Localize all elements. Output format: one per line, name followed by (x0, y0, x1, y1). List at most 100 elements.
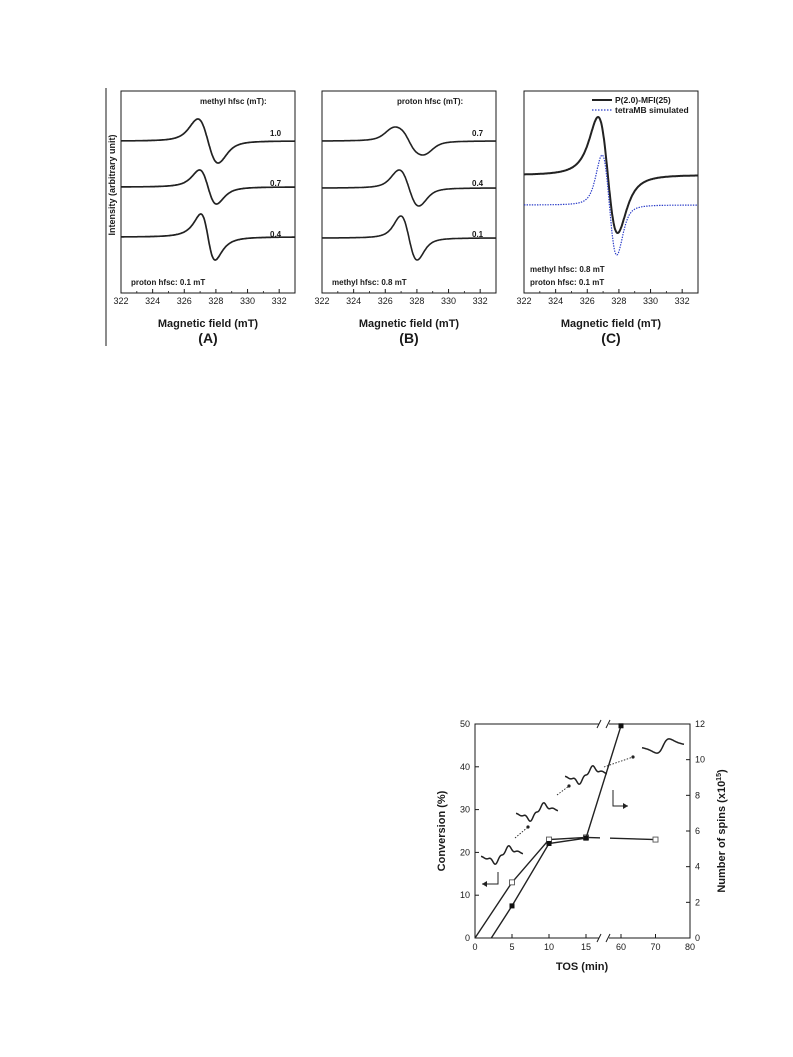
right-axis-arrow (612, 790, 628, 807)
panel-c-x-tick-label-326: 326 (580, 296, 595, 306)
panel-c-tag: (C) (601, 330, 620, 346)
panel-c-frame (523, 90, 699, 294)
conversion-point (509, 879, 515, 886)
conv-tick-label-40: 40 (460, 762, 470, 772)
panel-b-traces (322, 126, 496, 261)
conversion-line-start (474, 881, 513, 939)
panel-b-trace-label-3: 0.1 (472, 230, 484, 239)
spins-axis-title: Number of spins (x1015) (716, 769, 728, 893)
conv-tick-label-0: 0 (465, 933, 470, 943)
spins-point (509, 903, 515, 909)
panel-b-x-tick-label-326: 326 (378, 296, 393, 306)
panel-a-footer: proton hfsc: 0.1 mT (131, 278, 205, 287)
spin-tick-label-6: 6 (695, 826, 700, 836)
panel-c-x-tick-label-328: 328 (611, 296, 626, 306)
axis-break-mark (605, 933, 611, 943)
panel-b-x-tick-label-330: 330 (441, 296, 456, 306)
panel-c-x-tick-label-322: 322 (516, 296, 531, 306)
tos-tick-label-60: 60 (616, 942, 626, 952)
conv-tick-label-10: 10 (460, 890, 470, 900)
panel-c-x-title: Magnetic field (mT) (561, 318, 662, 330)
tos-tick-label-70: 70 (650, 942, 660, 952)
epr-inset-1 (480, 845, 524, 865)
progression-arrowhead (567, 784, 571, 788)
panel-b: proton hfsc (mT): 0.7 0.4 0.1 methyl hfs… (314, 90, 497, 346)
panel-c-simulated (524, 154, 698, 256)
panel-b-x-tick-label-328: 328 (409, 296, 424, 306)
axis-break-mark (605, 719, 611, 729)
panel-a-trace-3 (121, 213, 295, 261)
panel-a-x-tick-label-322: 322 (113, 296, 128, 306)
intensity-axis-title: Intensity (arbitrary unit) (107, 134, 117, 235)
axis-break-gap-1 (599, 720, 609, 728)
spin-tick-label-4: 4 (695, 862, 700, 872)
tos-tick-label-15: 15 (581, 942, 591, 952)
conversion-line-break (600, 836, 610, 843)
axis-break-mark (596, 933, 602, 943)
panel-a-x-tick-label-326: 326 (177, 296, 192, 306)
progression-arrowhead (526, 825, 530, 829)
panel-a-x-tick-label-324: 324 (145, 296, 160, 306)
panel-a-traces (121, 118, 295, 261)
panel-c: P(2.0)-MFI(25) tetraMB simulated methyl … (516, 90, 699, 346)
epr-inset-4 (641, 738, 685, 754)
panel-a-x-tick-label-330: 330 (240, 296, 255, 306)
panel-a: methyl hfsc (mT): 1.0 0.7 0.4 proton hfs… (113, 90, 296, 346)
legend-label-1: P(2.0)-MFI(25) (615, 95, 671, 105)
panel-a-x-tick-label-328: 328 (208, 296, 223, 306)
axis-break-mark (596, 719, 602, 729)
panel-b-x-ticks: 322 324 326 328 330 332 (314, 289, 488, 306)
panel-b-header: proton hfsc (mT): (397, 97, 463, 106)
panel-a-header: methyl hfsc (mT): (200, 97, 267, 106)
panel-b-trace-2 (322, 169, 496, 207)
conversion-chart-frame (474, 723, 691, 939)
panel-c-x-tick-label-332: 332 (675, 296, 690, 306)
panel-c-traces (524, 115, 698, 256)
panel-b-x-title: Magnetic field (mT) (359, 318, 460, 330)
panel-b-tag: (B) (399, 330, 418, 346)
panel-b-trace-label-1: 0.7 (472, 129, 484, 138)
spin-tick-label-12: 12 (695, 719, 705, 729)
epr-inset-3 (564, 765, 608, 785)
spins-point (546, 840, 552, 846)
spins-point (618, 723, 624, 729)
panel-a-trace-label-1: 1.0 (270, 129, 282, 138)
panel-c-x-tick-label-324: 324 (548, 296, 563, 306)
tos-tick-label-10: 10 (544, 942, 554, 952)
panel-b-footer: methyl hfsc: 0.8 mT (332, 278, 407, 287)
tos-tick-label-5: 5 (509, 942, 514, 952)
panel-a-x-ticks: 322 324 326 328 330 332 (113, 289, 287, 306)
left-axis-arrowhead (482, 881, 487, 887)
spin-tick-label-0: 0 (695, 933, 700, 943)
tos-tick-label-80: 80 (685, 942, 695, 952)
panel-b-x-tick-label-324: 324 (346, 296, 361, 306)
conversion-axis-title: Conversion (%) (436, 790, 448, 871)
panel-b-trace-1 (322, 126, 496, 156)
conversion-chart-series (474, 723, 659, 939)
conversion-point (652, 836, 659, 843)
tos-tick-label-0: 0 (472, 942, 477, 952)
panel-b-x-tick-label-332: 332 (473, 296, 488, 306)
spins-axis-title-sup: 15 (716, 773, 723, 781)
panel-c-experimental (524, 115, 698, 235)
panel-c-footer-1: methyl hfsc: 0.8 mT (530, 265, 605, 274)
conv-tick-label-20: 20 (460, 847, 470, 857)
spins-point (583, 835, 589, 841)
right-axis-arrowhead (623, 803, 628, 809)
panel-a-frame (120, 90, 296, 294)
spin-tick-label-10: 10 (695, 755, 705, 765)
panel-b-trace-label-2: 0.4 (472, 179, 484, 188)
progression-arrowhead (631, 755, 635, 759)
panel-b-frame (321, 90, 497, 294)
epr-inset-2 (515, 802, 559, 822)
conversion-chart-annotations (480, 738, 685, 887)
panel-c-x-ticks: 322 324 326 328 330 332 (516, 289, 690, 306)
panel-a-trace-1 (121, 118, 295, 164)
tos-axis-title: TOS (min) (556, 961, 609, 973)
conversion-line (511, 836, 656, 883)
panel-a-x-tick-label-332: 332 (272, 296, 287, 306)
panel-a-tag: (A) (198, 330, 217, 346)
conv-tick-label-50: 50 (460, 719, 470, 729)
